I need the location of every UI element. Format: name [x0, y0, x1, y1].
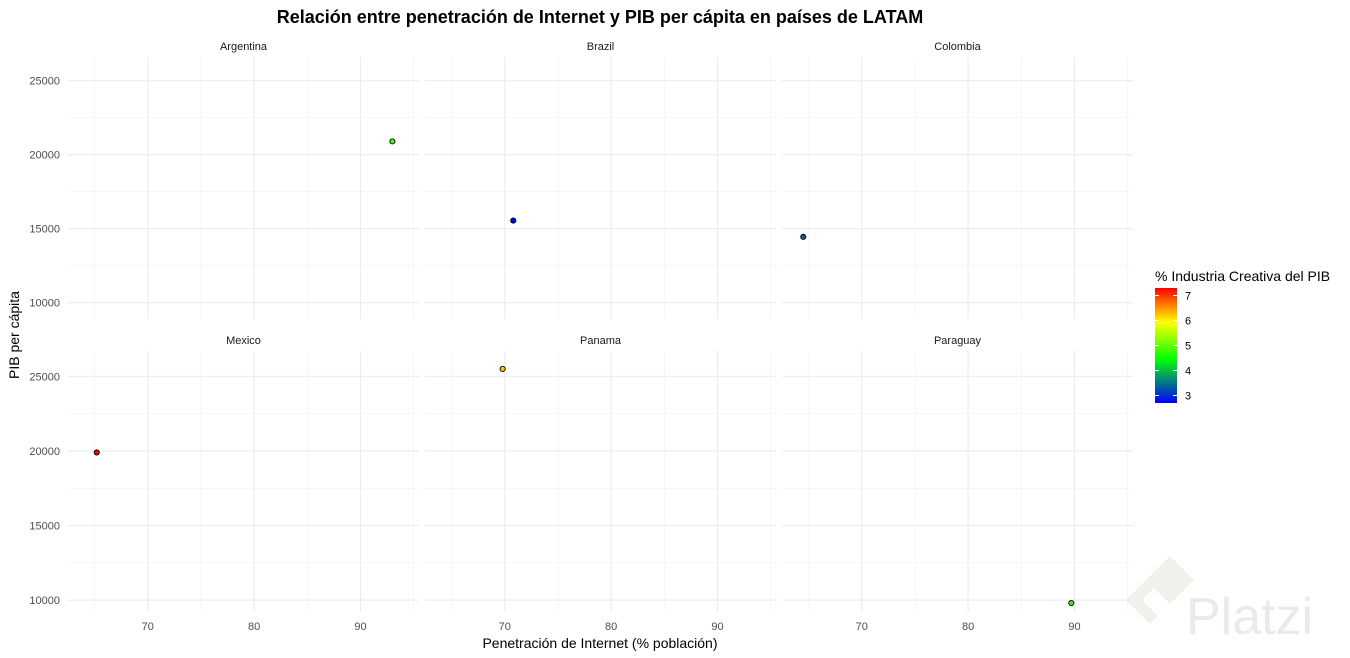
facet-label: Panama — [580, 335, 622, 347]
x-tick-label: 80 — [962, 621, 974, 633]
data-point — [389, 138, 396, 145]
facet-label: Colombia — [934, 41, 981, 53]
data-point — [1068, 600, 1075, 607]
y-axis-title: PIB per cápita — [6, 291, 22, 379]
legend-tick-label: 3 — [1185, 391, 1191, 403]
legend-tick-label: 6 — [1185, 316, 1191, 328]
y-tick-label: 25000 — [29, 76, 60, 88]
y-tick-label: 25000 — [29, 371, 60, 383]
legend-tick-label: 7 — [1185, 291, 1191, 303]
platzi-logo-icon — [1126, 556, 1194, 624]
chart-title: Relación entre penetración de Internet y… — [277, 7, 924, 27]
y-tick-label: 15000 — [29, 224, 60, 236]
x-tick-label: 70 — [856, 621, 868, 633]
facet-panel: Argentina — [68, 41, 419, 319]
x-tick-label: 70 — [499, 621, 511, 633]
y-tick-label: 20000 — [29, 446, 60, 458]
watermark-text: Platzi — [1186, 588, 1313, 646]
x-tick-label: 90 — [354, 621, 366, 633]
legend-tick-label: 4 — [1185, 366, 1191, 378]
facet-panels: Argentina 10000 15000 20000 25000 Brazil Colom… — [29, 41, 1133, 633]
data-point — [510, 217, 517, 224]
legend-tick-label: 5 — [1185, 341, 1191, 353]
y-tick-label: 15000 — [29, 520, 60, 532]
watermark: Platzi — [1126, 556, 1313, 646]
facet-label: Argentina — [220, 41, 268, 53]
data-point — [93, 449, 100, 456]
facet-panel: Mexico — [68, 335, 419, 612]
x-tick-label: 90 — [1068, 621, 1080, 633]
facet-label: Paraguay — [934, 335, 982, 347]
y-tick-label: 10000 — [29, 298, 60, 310]
x-tick-label: 80 — [605, 621, 617, 633]
facet-label: Mexico — [226, 335, 261, 347]
facet-label: Brazil — [587, 41, 615, 53]
legend-title: % Industria Creativa del PIB — [1155, 268, 1330, 284]
facet-panel: Colombia — [782, 41, 1133, 319]
y-tick-label: 10000 — [29, 595, 60, 607]
x-axis-title: Penetración de Internet (% población) — [482, 635, 717, 651]
legend-colorbar — [1155, 288, 1177, 403]
y-tick-label: 20000 — [29, 150, 60, 162]
legend: % Industria Creativa del PIB 3 4 5 6 7 — [1155, 268, 1330, 403]
facet-panel: Brazil — [425, 41, 776, 319]
data-point — [800, 233, 807, 240]
data-point — [499, 365, 506, 372]
x-tick-label: 80 — [248, 621, 260, 633]
facet-panel: Paraguay — [782, 335, 1133, 612]
x-tick-label: 70 — [142, 621, 154, 633]
x-tick-label: 90 — [711, 621, 723, 633]
facet-panel: Panama — [425, 335, 776, 612]
legend-ticks: 3 4 5 6 7 — [1155, 291, 1191, 403]
